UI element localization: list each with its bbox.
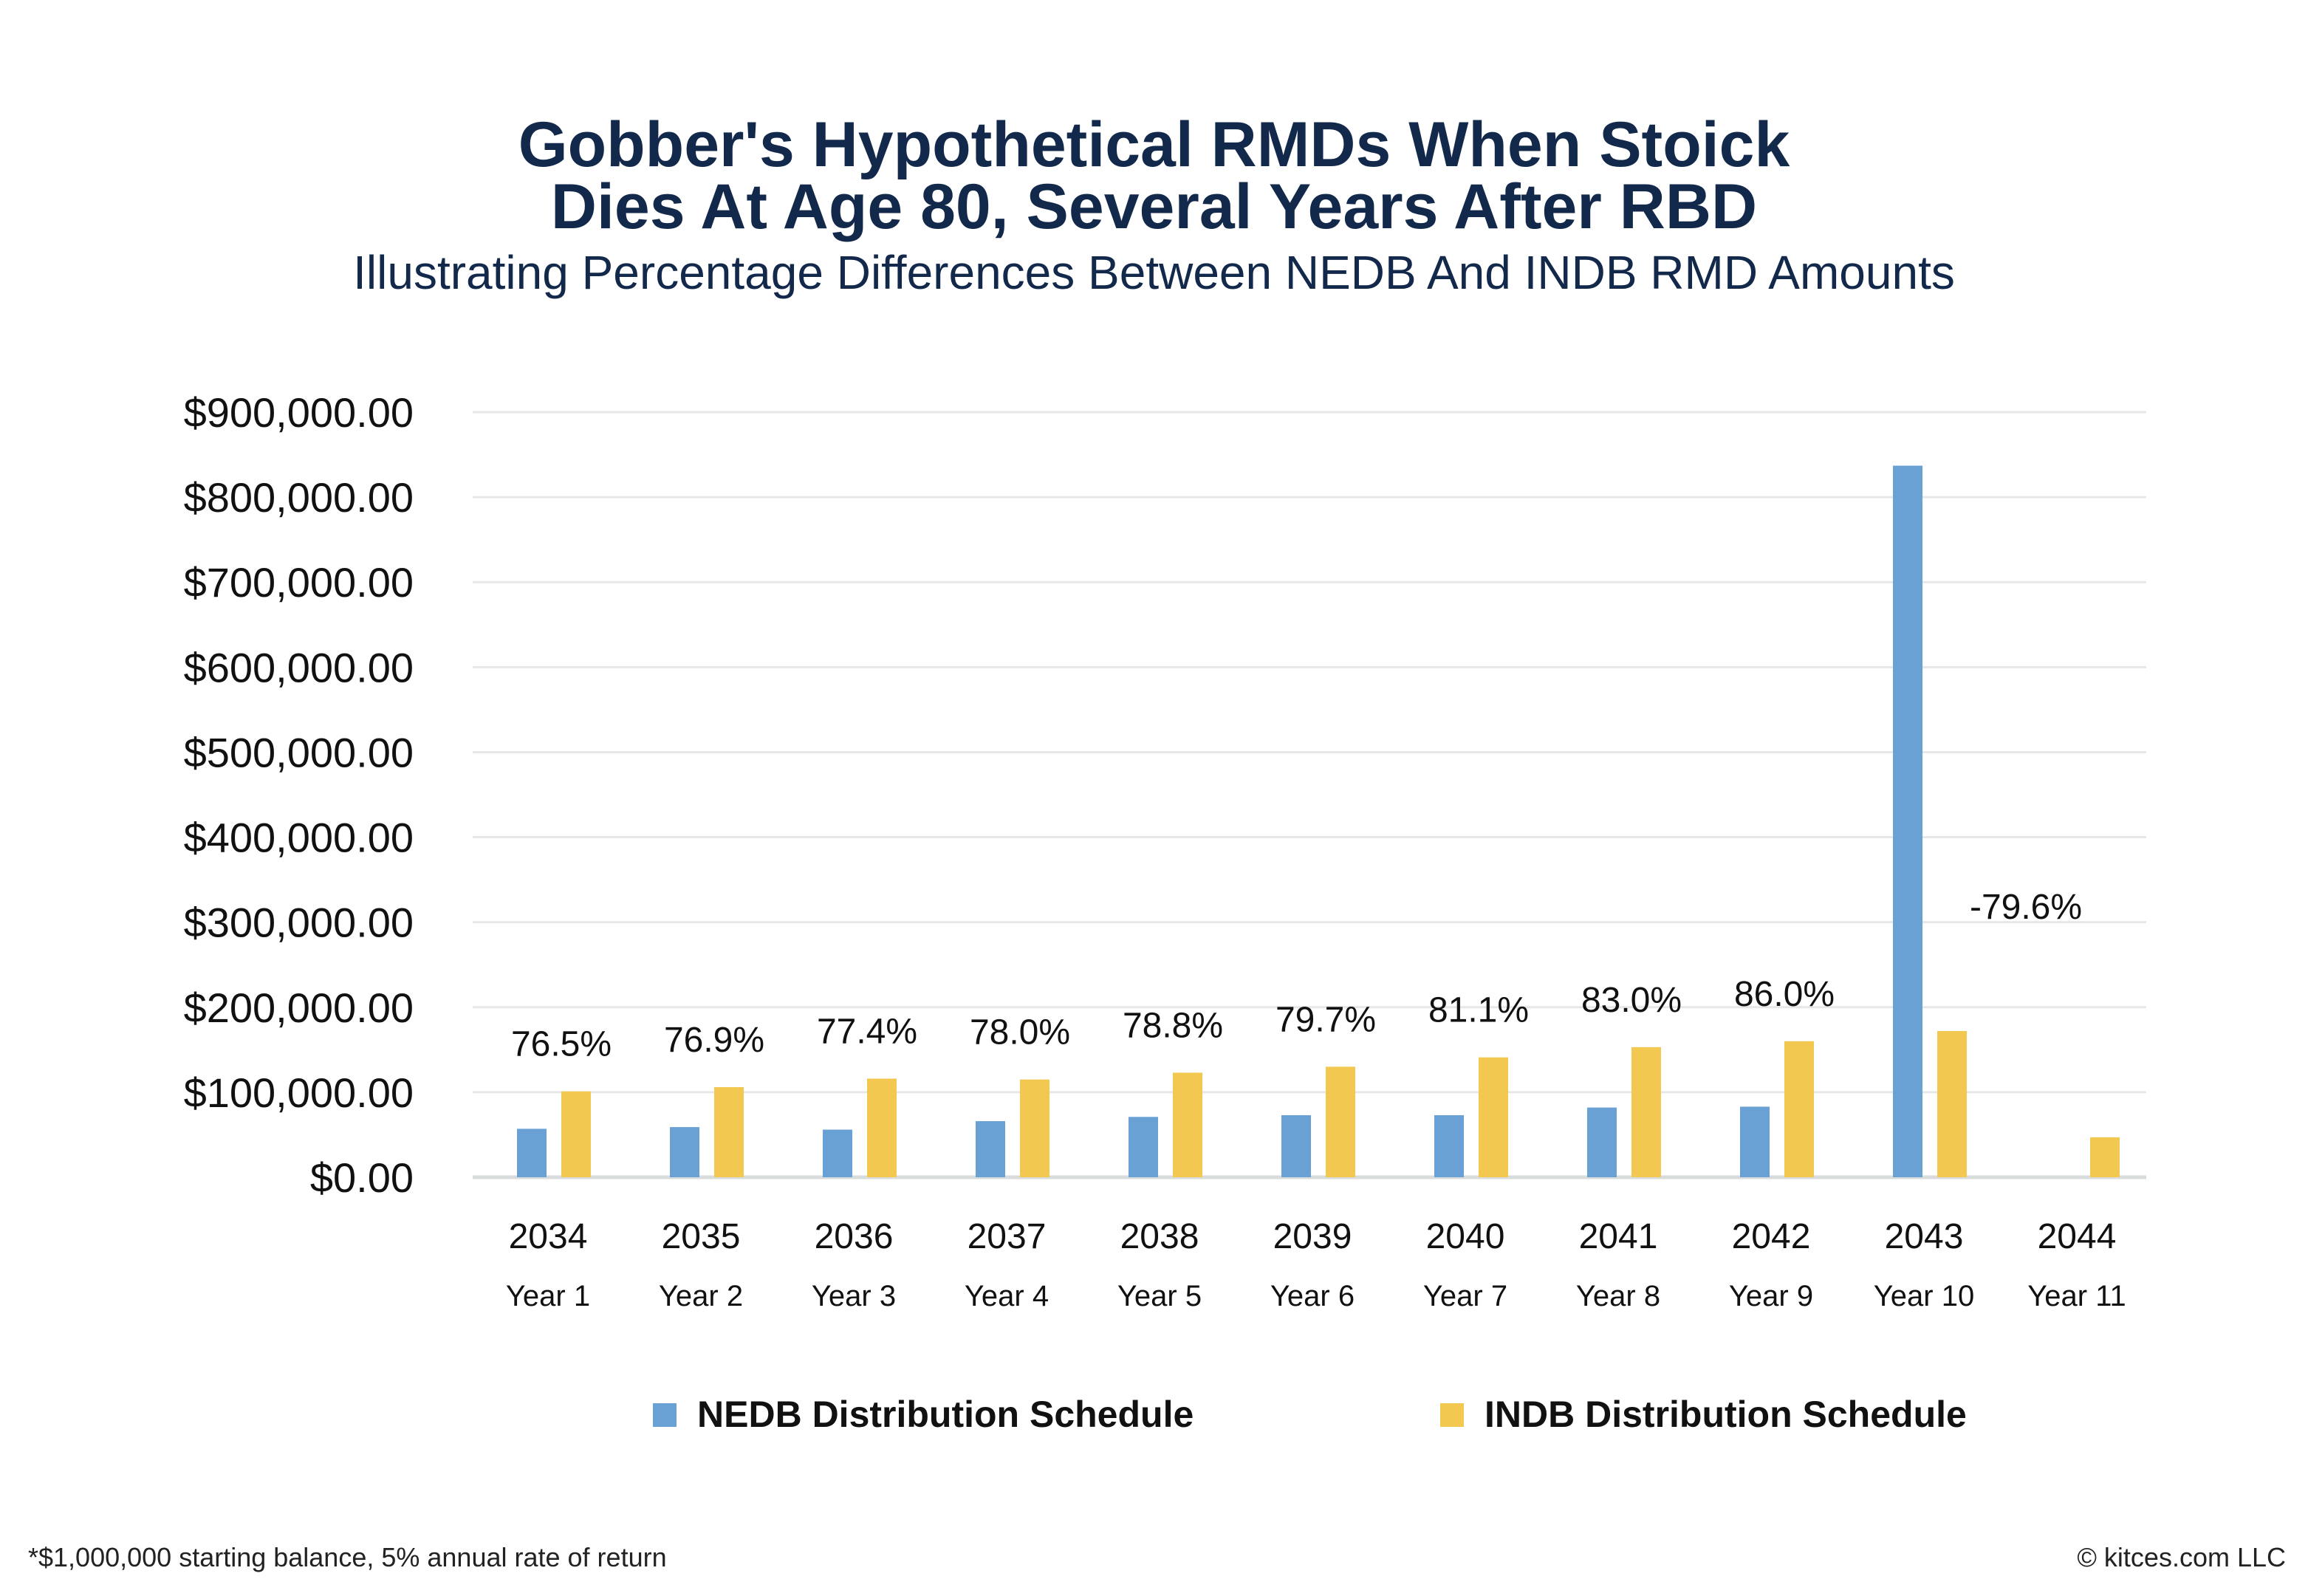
- indb-bar: [1326, 1066, 1355, 1177]
- data-label: 83.0%: [1581, 981, 1682, 1020]
- indb-bar: [1631, 1047, 1661, 1177]
- x-tick-sublabel: Year 2: [659, 1280, 743, 1312]
- indb-bar: [867, 1078, 897, 1177]
- y-tick-label: $500,000.00: [184, 729, 414, 775]
- x-tick-sublabel: Year 9: [1729, 1280, 1813, 1312]
- chart-title-line-2: Dies At Age 80, Several Years After RBD: [550, 171, 1758, 242]
- indb-bar: [561, 1091, 591, 1177]
- legend-label: INDB Distribution Schedule: [1485, 1394, 1967, 1435]
- x-tick-sublabel: Year 1: [506, 1280, 590, 1312]
- y-tick-label: $600,000.00: [184, 644, 414, 691]
- y-tick-label: $400,000.00: [184, 815, 414, 861]
- data-label: 81.1%: [1428, 991, 1529, 1030]
- x-tick-label: 2041: [1579, 1217, 1658, 1256]
- y-tick-label: $0.00: [310, 1154, 414, 1201]
- x-tick-sublabel: Year 8: [1576, 1280, 1660, 1312]
- chart-title-line-1: Gobber's Hypothetical RMDs When Stoick: [518, 109, 1790, 180]
- nedb-bar: [1740, 1106, 1770, 1177]
- x-tick-label: 2039: [1273, 1217, 1352, 1256]
- x-tick-label: 2044: [2038, 1217, 2117, 1256]
- y-tick-label: $900,000.00: [184, 389, 414, 436]
- data-label: 76.5%: [511, 1025, 612, 1064]
- data-label: 76.9%: [664, 1021, 764, 1060]
- nedb-bar: [976, 1121, 1005, 1177]
- indb-bar: [2090, 1137, 2120, 1177]
- x-tick-sublabel: Year 3: [812, 1280, 896, 1312]
- x-tick-label: 2034: [509, 1217, 588, 1256]
- x-tick-label: 2042: [1732, 1217, 1811, 1256]
- indb-bar: [1784, 1041, 1814, 1177]
- indb-bar: [714, 1086, 744, 1177]
- data-label: 78.0%: [970, 1013, 1070, 1052]
- nedb-bar: [670, 1127, 699, 1177]
- x-tick-label: 2035: [662, 1217, 741, 1256]
- y-tick-label: $700,000.00: [184, 559, 414, 606]
- x-tick-sublabel: Year 5: [1117, 1280, 1202, 1312]
- x-tick-label: 2037: [968, 1217, 1047, 1256]
- data-label: -79.6%: [1970, 888, 2082, 927]
- y-tick-label: $200,000.00: [184, 984, 414, 1031]
- x-tick-label: 2038: [1120, 1217, 1199, 1256]
- x-tick-sublabel: Year 6: [1270, 1280, 1355, 1312]
- y-tick-label: $100,000.00: [184, 1069, 414, 1116]
- x-tick-label: 2043: [1885, 1217, 1964, 1256]
- legend-swatch-nedb: [653, 1403, 677, 1427]
- x-tick-sublabel: Year 4: [965, 1280, 1049, 1312]
- indb-bar: [1937, 1031, 1967, 1177]
- x-tick-label: 2036: [815, 1217, 894, 1256]
- indb-bar: [1020, 1079, 1049, 1177]
- nedb-bar: [1587, 1107, 1617, 1177]
- x-tick-sublabel: Year 7: [1423, 1280, 1507, 1312]
- y-tick-label: $300,000.00: [184, 900, 414, 946]
- data-label: 77.4%: [817, 1012, 917, 1051]
- data-label: 78.8%: [1123, 1006, 1223, 1045]
- nedb-bar: [823, 1129, 852, 1177]
- x-tick-label: 2040: [1426, 1217, 1505, 1256]
- x-tick-sublabel: Year 10: [1874, 1280, 1974, 1312]
- data-label: 79.7%: [1275, 1000, 1376, 1039]
- indb-bar: [1173, 1072, 1202, 1177]
- nedb-bar: [1893, 465, 1922, 1177]
- legend-swatch-indb: [1440, 1403, 1464, 1427]
- legend-label: NEDB Distribution Schedule: [697, 1394, 1194, 1435]
- indb-bar: [1479, 1057, 1508, 1177]
- nedb-bar: [1129, 1117, 1158, 1177]
- nedb-bar: [517, 1128, 547, 1177]
- copyright: © kitces.com LLC: [2077, 1542, 2286, 1572]
- x-tick-sublabel: Year 11: [2027, 1280, 2126, 1312]
- nedb-bar: [1281, 1114, 1311, 1177]
- footnote: *$1,000,000 starting balance, 5% annual …: [28, 1542, 667, 1572]
- chart-subtitle: Illustrating Percentage Differences Betw…: [353, 246, 1955, 299]
- nedb-bar: [1434, 1114, 1464, 1177]
- data-label: 86.0%: [1734, 975, 1835, 1014]
- y-tick-label: $800,000.00: [184, 474, 414, 521]
